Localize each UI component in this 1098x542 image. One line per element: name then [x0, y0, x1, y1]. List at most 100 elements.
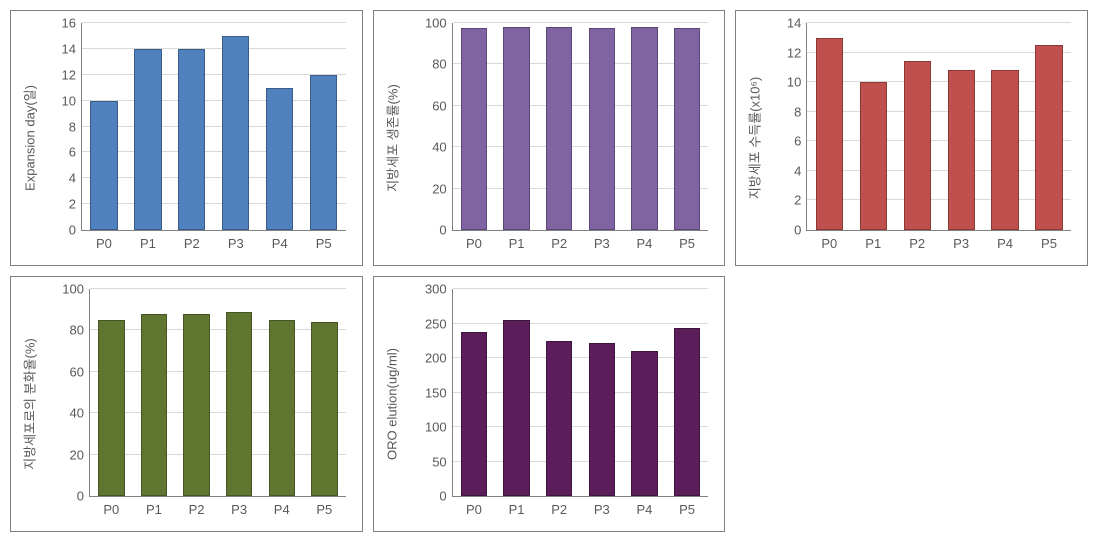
x-tick-label: P5: [679, 230, 695, 251]
gridline: [453, 323, 709, 324]
bar: [461, 28, 487, 230]
x-tick-label: P0: [466, 230, 482, 251]
gridline: [807, 81, 1071, 82]
y-axis-label: 지방세포 생존률(%): [382, 84, 401, 192]
x-tick-label: P3: [231, 496, 247, 517]
bar: [948, 70, 975, 230]
x-tick-label: P0: [466, 496, 482, 517]
bar: [269, 320, 295, 496]
gridline: [807, 111, 1071, 112]
x-tick-label: P0: [96, 230, 112, 251]
gridline: [90, 371, 346, 372]
y-tick-label: 100: [425, 420, 453, 435]
plot-area: 0246810121416P0P1P2P3P4P5: [81, 23, 346, 231]
x-tick-label: P1: [140, 230, 156, 251]
y-tick-label: 8: [69, 119, 82, 134]
bar: [461, 332, 487, 496]
plot-area: 020406080100P0P1P2P3P4P5: [89, 289, 346, 497]
x-tick-label: P4: [636, 496, 652, 517]
y-tick-label: 80: [70, 323, 90, 338]
y-tick-label: 10: [787, 75, 807, 90]
gridline: [453, 146, 709, 147]
bar: [503, 320, 529, 496]
x-tick-label: P5: [316, 496, 332, 517]
x-tick-label: P5: [679, 496, 695, 517]
gridline: [90, 412, 346, 413]
y-tick-label: 20: [432, 181, 452, 196]
x-tick-label: P1: [509, 230, 525, 251]
gridline: [82, 177, 346, 178]
bar: [226, 312, 252, 496]
gridline: [807, 52, 1071, 53]
y-tick-label: 40: [432, 140, 452, 155]
bar: [589, 343, 615, 496]
chart-panel-3: 020406080100P0P1P2P3P4P5지방세포로의 분화율(%): [10, 276, 363, 532]
y-tick-label: 16: [62, 16, 82, 31]
x-tick-label: P4: [272, 230, 288, 251]
chart-panel-4: 050100150200250300P0P1P2P3P4P5 ORO elutio…: [373, 276, 726, 532]
bar: [816, 38, 843, 230]
y-tick-label: 0: [77, 489, 90, 504]
gridline: [90, 329, 346, 330]
y-tick-label: 10: [62, 93, 82, 108]
bar: [90, 101, 117, 230]
gridline: [807, 170, 1071, 171]
x-tick-label: P3: [228, 230, 244, 251]
plot-area: 050100150200250300P0P1P2P3P4P5: [452, 289, 709, 497]
y-tick-label: 50: [432, 454, 452, 469]
x-tick-label: P1: [865, 230, 881, 251]
x-tick-label: P2: [184, 230, 200, 251]
bar: [546, 341, 572, 496]
chart-panel-2: 02468101214P0P1P2P3P4P5 지방세포 수득률(x10⁶): [735, 10, 1088, 266]
x-tick-label: P4: [997, 230, 1013, 251]
x-tick-label: P3: [594, 230, 610, 251]
y-tick-label: 0: [439, 223, 452, 238]
bar: [589, 28, 615, 230]
gridline: [90, 288, 346, 289]
y-tick-label: 0: [439, 489, 452, 504]
gridline: [453, 188, 709, 189]
gridline: [82, 22, 346, 23]
bar: [503, 27, 529, 230]
y-tick-label: 4: [794, 163, 807, 178]
gridline: [453, 461, 709, 462]
x-tick-label: P3: [953, 230, 969, 251]
y-tick-label: 300: [425, 282, 453, 297]
x-tick-label: P1: [509, 496, 525, 517]
gridline: [453, 288, 709, 289]
gridline: [453, 392, 709, 393]
y-axis-label: 지방세포 수득률(x10⁶): [745, 77, 764, 199]
gridline: [453, 63, 709, 64]
y-axis-label: Expansion day(일): [20, 85, 39, 191]
bar: [1035, 45, 1062, 230]
y-tick-label: 150: [425, 385, 453, 400]
gridline: [453, 426, 709, 427]
bar: [222, 36, 249, 230]
bar: [674, 28, 700, 230]
bar: [631, 27, 657, 230]
chart-grid: 0246810121416P0P1P2P3P4P5Expansion day(일…: [10, 10, 1088, 532]
x-tick-label: P5: [316, 230, 332, 251]
x-tick-label: P4: [636, 230, 652, 251]
y-tick-label: 6: [794, 134, 807, 149]
y-tick-label: 4: [69, 171, 82, 186]
y-tick-label: 80: [432, 57, 452, 72]
y-tick-label: 12: [62, 67, 82, 82]
bar: [310, 75, 337, 230]
x-tick-label: P3: [594, 496, 610, 517]
y-tick-label: 14: [787, 16, 807, 31]
bar: [631, 351, 657, 496]
y-tick-label: 6: [69, 145, 82, 160]
gridline: [807, 22, 1071, 23]
y-tick-label: 40: [70, 406, 90, 421]
bar: [991, 70, 1018, 230]
y-tick-label: 100: [425, 16, 453, 31]
x-tick-label: P5: [1041, 230, 1057, 251]
plot-area: 02468101214P0P1P2P3P4P5: [806, 23, 1071, 231]
bar: [183, 314, 209, 496]
y-tick-label: 12: [787, 45, 807, 60]
gridline: [82, 74, 346, 75]
bar: [674, 328, 700, 496]
y-axis-label: ORO elution(ug/ml): [384, 348, 399, 460]
y-tick-label: 2: [69, 197, 82, 212]
